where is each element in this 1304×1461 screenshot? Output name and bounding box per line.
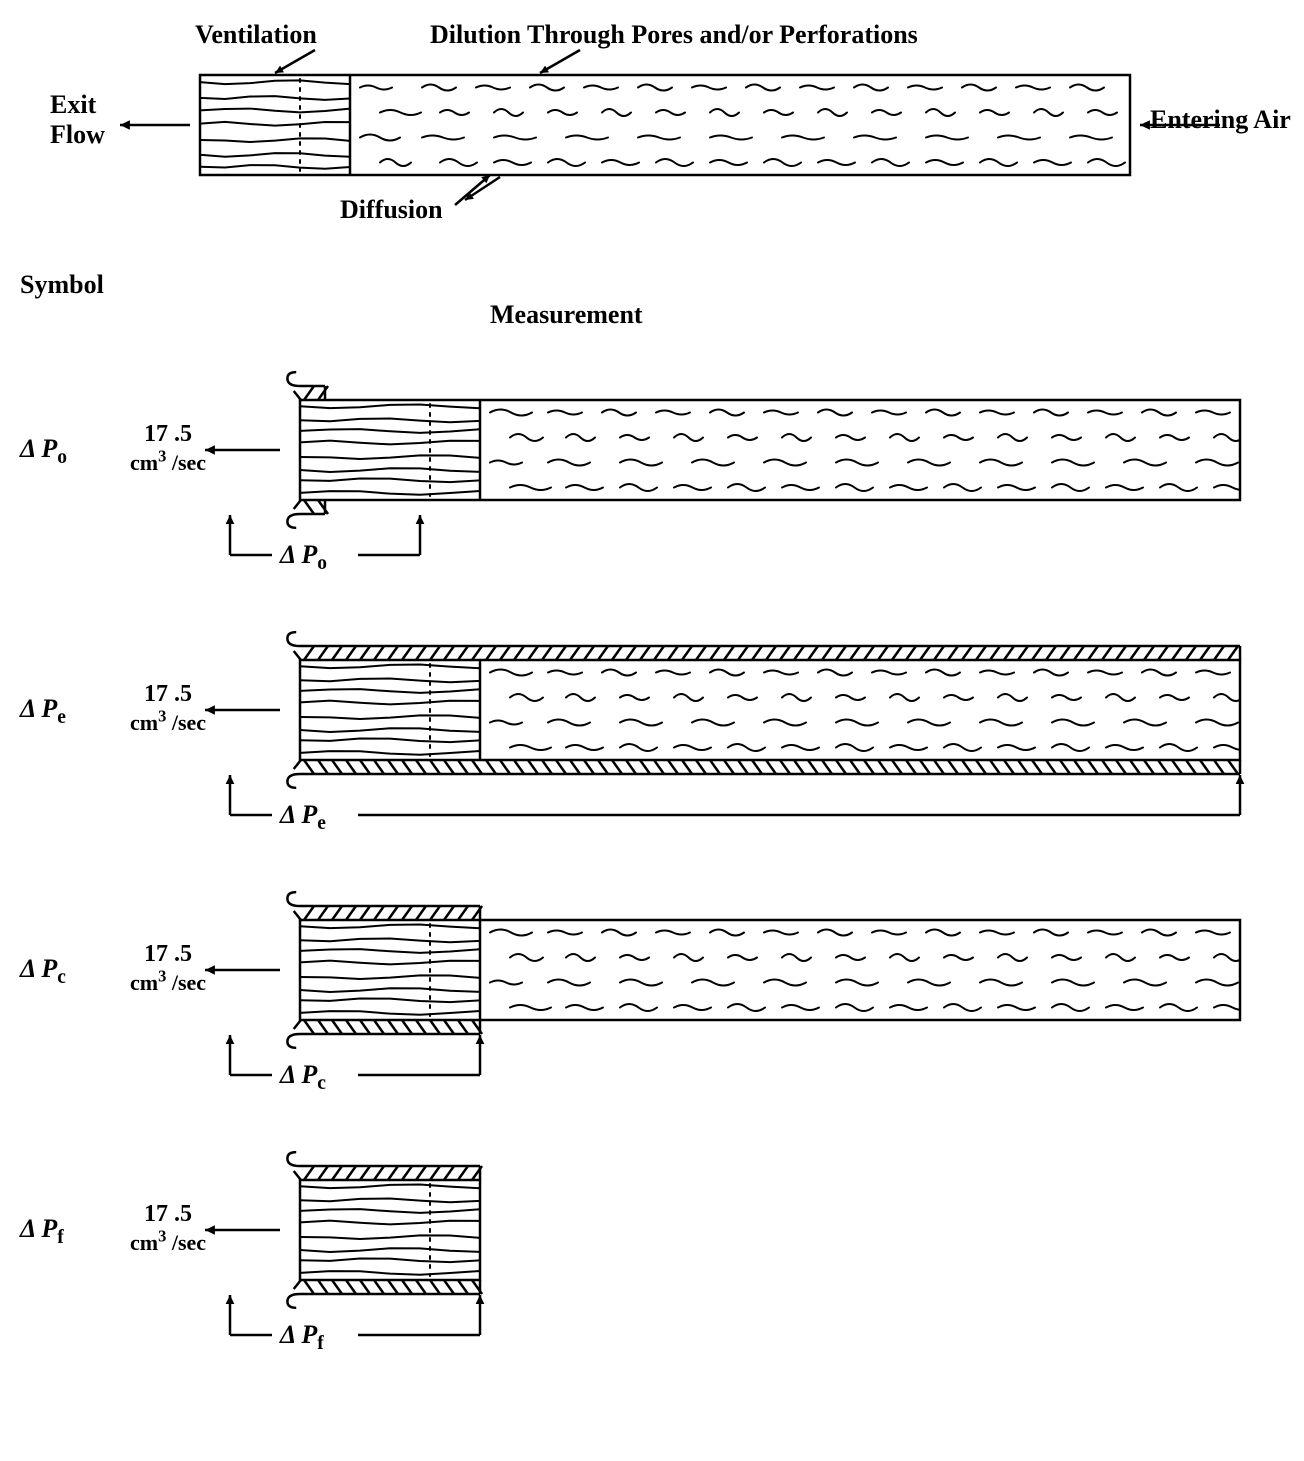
diagram-container: Ventilation Dilution Through Pores and/o… <box>20 20 1284 1441</box>
diagram-svg <box>20 20 1284 1441</box>
